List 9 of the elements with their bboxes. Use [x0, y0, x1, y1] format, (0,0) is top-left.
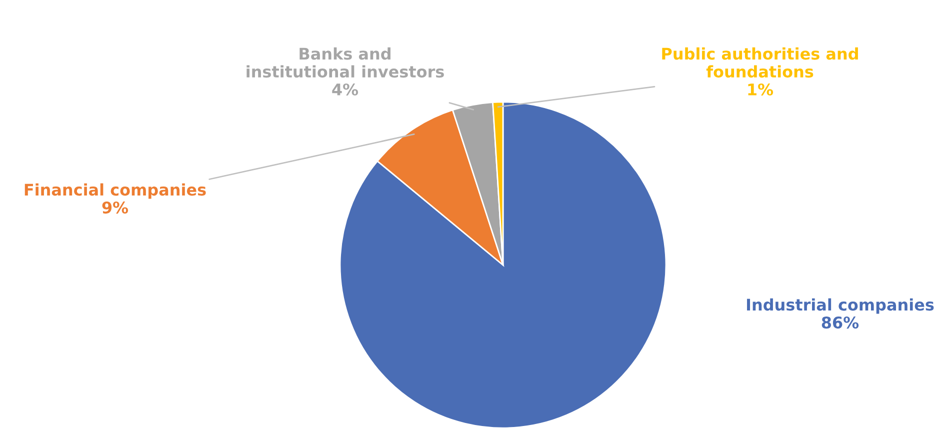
- slice-label: Banks and institutional investors: [246, 47, 444, 78]
- data-label: 4%: [332, 83, 358, 96]
- data-label: 9%: [102, 201, 128, 214]
- data-label: 86%: [822, 316, 859, 329]
- data-label: 1%: [748, 83, 774, 96]
- slice-label: Public authorities and foundations: [662, 47, 858, 78]
- pie-slice: [339, 101, 667, 429]
- slice-label: Industrial companies: [747, 298, 934, 314]
- slice-label: Financial companies: [24, 183, 206, 199]
